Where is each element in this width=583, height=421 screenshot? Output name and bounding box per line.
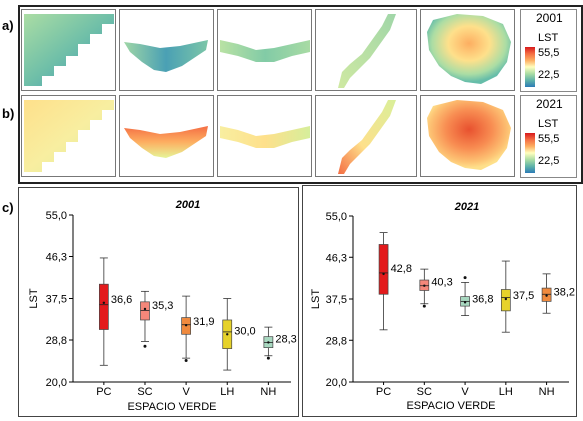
y-axis-label: LST <box>28 288 40 308</box>
x-tick-label: PC <box>96 386 111 398</box>
outlier-point <box>266 356 270 360</box>
y-tick-label: 46,3 <box>326 252 347 264</box>
legend-year: 2021 <box>536 97 563 111</box>
mean-marker <box>267 341 270 344</box>
map-a-sc <box>119 9 214 91</box>
x-tick-label: SC <box>417 386 432 398</box>
outlier-point <box>143 344 147 348</box>
legend-max: 55,5 <box>538 47 560 59</box>
y-tick-label: 46,3 <box>46 252 67 264</box>
mean-marker <box>504 297 508 301</box>
panel-label-a: a) <box>2 18 14 33</box>
boxplot-2001: 55,0 46,3 37,5 28,8 20,0 2001 ESPACIO VERDE LST… <box>28 199 297 413</box>
mean-marker <box>102 301 106 304</box>
mean-marker <box>184 324 188 327</box>
panel-label-c: c) <box>2 200 14 215</box>
x-tick-label: LH <box>220 386 234 398</box>
outlier-point <box>463 276 467 280</box>
legend-title: LST <box>538 118 559 130</box>
map-b-lh <box>315 95 417 177</box>
map-a-lh <box>315 9 417 91</box>
legend-year: 2001 <box>536 11 563 25</box>
chart-2021-frame: 55,0 46,3 37,5 28,8 20,0 2021 ESPACIO VERDE LST… <box>302 185 577 417</box>
legend-max: 55,5 <box>538 133 560 145</box>
x-tick-label: PC <box>376 386 391 398</box>
mean-label: 35,3 <box>152 300 173 312</box>
mean-marker <box>143 307 147 311</box>
map-b-sc <box>119 95 214 177</box>
y-tick-label: 37,5 <box>46 294 67 306</box>
chart-2001-frame: 55,0 46,3 37,5 28,8 20,0 2001 ESPACIO VERDE LST… <box>18 187 299 417</box>
y-tick-label: 20,0 <box>46 377 67 389</box>
y-tick-label: 28,8 <box>326 335 347 347</box>
y-tick-label: 37,5 <box>326 294 347 306</box>
mean-marker <box>463 301 467 304</box>
mean-label: 28,3 <box>275 333 296 345</box>
panel-label-b: b) <box>2 106 15 121</box>
legend-colorbar <box>525 47 535 87</box>
box-PC <box>98 283 109 330</box>
legend-min: 22,5 <box>538 69 560 81</box>
mean-marker <box>545 294 548 297</box>
x-tick-label: LH <box>499 386 513 398</box>
maps-frame <box>18 5 583 184</box>
y-tick-label: 55,0 <box>326 211 347 223</box>
mean-label: 38,2 <box>554 287 575 299</box>
map-a-nh <box>420 9 515 91</box>
mean-label: 36,6 <box>111 294 132 306</box>
mean-label: 36,8 <box>472 293 493 305</box>
mean-label: 40,3 <box>431 277 452 289</box>
mean-label: 31,9 <box>193 316 214 328</box>
legend-min: 22,5 <box>538 155 560 167</box>
legend-colorbar <box>525 133 535 173</box>
y-tick-label: 28,8 <box>46 335 67 347</box>
chart-title: 2021 <box>454 201 479 213</box>
x-tick-label: SC <box>137 386 152 398</box>
y-tick-label: 20,0 <box>326 377 347 389</box>
map-a-v <box>217 9 312 91</box>
boxplot-2021: 55,0 46,3 37,5 28,8 20,0 2021 ESPACIO VERDE LST… <box>310 201 575 412</box>
map-b-pc <box>21 95 116 177</box>
map-b-nh <box>420 95 515 177</box>
outlier-point <box>184 359 188 363</box>
x-tick-label: V <box>182 386 190 398</box>
box-PC <box>378 244 389 295</box>
mean-marker <box>382 272 385 276</box>
mean-marker <box>226 333 229 336</box>
map-a-pc <box>21 9 116 91</box>
x-tick-label: NH <box>539 386 555 398</box>
box-SC <box>140 301 150 321</box>
x-axis-label: ESPACIO VERDE <box>127 401 216 413</box>
chart-title: 2001 <box>175 199 200 211</box>
legend-2001: 2001 LST 55,5 22,5 <box>520 9 577 92</box>
x-tick-label: NH <box>260 386 276 398</box>
map-b-v <box>217 95 312 177</box>
mean-label: 37,5 <box>513 290 534 302</box>
mean-marker <box>423 284 426 287</box>
y-tick-label: 55,0 <box>46 210 67 222</box>
mean-label: 30,0 <box>234 325 255 337</box>
legend-title: LST <box>538 32 559 44</box>
mean-label: 42,8 <box>391 263 412 275</box>
outlier-point <box>422 304 426 308</box>
legend-2021: 2021 LST 55,5 22,5 <box>520 95 577 178</box>
x-tick-label: V <box>461 386 469 398</box>
y-axis-label: LST <box>310 289 322 309</box>
x-axis-label: ESPACIO VERDE <box>406 400 495 412</box>
